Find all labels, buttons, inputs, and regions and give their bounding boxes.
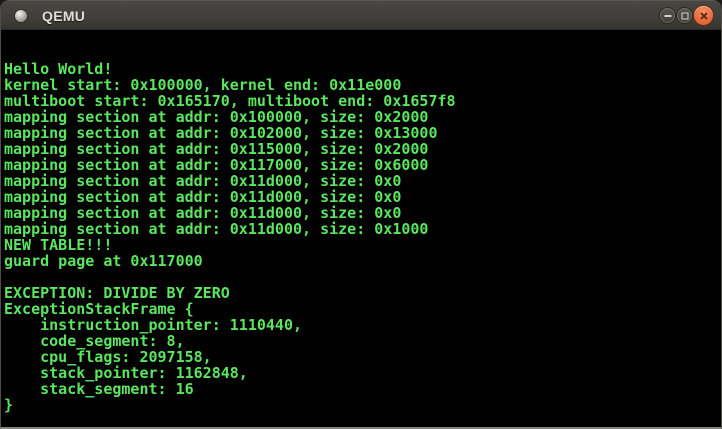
maximize-icon [681,12,688,19]
terminal-line: mapping section at addr: 0x11d000, size:… [4,188,402,206]
terminal-line: NEW TABLE!!! [4,236,113,254]
terminal-line: mapping section at addr: 0x100000, size:… [4,108,429,126]
terminal-line: mapping section at addr: 0x11d000, size:… [4,220,429,238]
close-icon [694,6,713,25]
terminal-line: cpu_flags: 2097158, [4,348,212,366]
terminal-line: guard page at 0x117000 [4,252,203,270]
terminal-line: mapping section at addr: 0x115000, size:… [4,140,429,158]
maximize-button[interactable] [677,8,692,23]
terminal-line: stack_segment: 16 [4,380,194,398]
window-title: QEMU [42,7,86,24]
terminal-line: instruction_pointer: 1110440, [4,316,303,334]
terminal-line [4,269,721,285]
terminal-line: mapping section at addr: 0x11d000, size:… [4,172,402,190]
titlebar[interactable]: QEMU [1,0,721,30]
terminal-line: multiboot start: 0x165170, multiboot end… [4,92,456,110]
terminal-line: stack_pointer: 1162848, [4,364,248,382]
terminal-line: mapping section at addr: 0x102000, size:… [4,124,438,142]
minimize-icon [664,14,671,17]
close-button[interactable] [694,6,713,25]
terminal-line: ExceptionStackFrame { [4,300,194,318]
qemu-app-icon [15,9,27,22]
terminal-line: mapping section at addr: 0x117000, size:… [4,156,429,174]
terminal-line: } [4,396,14,414]
window-controls [660,6,713,25]
terminal-line: mapping section at addr: 0x11d000, size:… [4,204,402,222]
terminal-line: code_segment: 8, [4,332,185,350]
qemu-display[interactable]: Hello World! kernel start: 0x100000, kern… [1,30,721,427]
terminal-line: kernel start: 0x100000, kernel end: 0x11… [4,76,402,94]
terminal-line: Hello World! [4,60,113,78]
minimize-button[interactable] [660,8,675,23]
terminal-line: EXCEPTION: DIVIDE BY ZERO [4,284,230,302]
